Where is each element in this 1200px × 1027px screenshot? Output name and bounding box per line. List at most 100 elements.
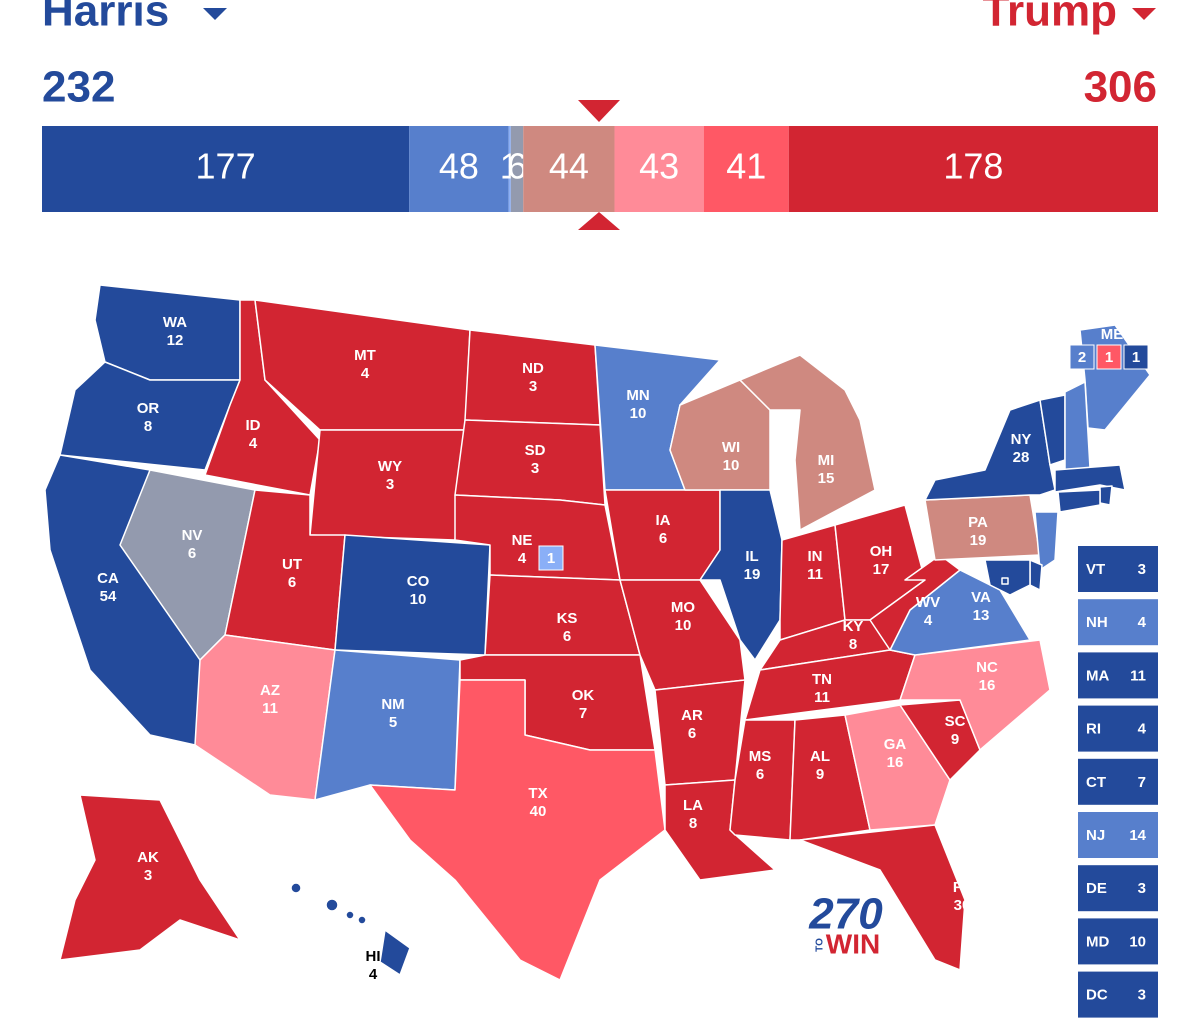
small-state-box[interactable] — [1078, 918, 1158, 965]
state-abbr: MT — [354, 347, 376, 364]
bar-segment[interactable] — [510, 126, 524, 212]
bar-segment[interactable] — [788, 126, 1158, 212]
state-shape[interactable] — [924, 399, 1056, 501]
logo: 270 TO WIN — [808, 890, 883, 960]
bar-segment[interactable] — [42, 126, 410, 212]
state-ev: 6 — [563, 628, 571, 645]
bar-segment[interactable] — [508, 126, 511, 212]
small-state-box[interactable] — [1078, 812, 1158, 858]
state-shape[interactable] — [314, 649, 461, 801]
bar-segment[interactable] — [409, 126, 509, 212]
state-shape[interactable] — [369, 679, 666, 981]
left-total: 232 — [42, 63, 115, 112]
state-shape[interactable] — [1057, 489, 1101, 513]
bar-segment[interactable] — [703, 126, 789, 212]
small-state-abbr: DE — [1086, 880, 1107, 897]
small-state-abbr: MD — [1086, 933, 1109, 950]
state-abbr: LA — [683, 797, 703, 814]
state-shape[interactable] — [654, 679, 746, 786]
state-shape[interactable] — [1064, 381, 1091, 471]
state-abbr: AR — [681, 707, 703, 724]
state-ev: 3 — [144, 867, 152, 884]
district-box[interactable] — [1069, 344, 1095, 370]
state-shape[interactable] — [194, 634, 336, 801]
small-state-box[interactable] — [1078, 705, 1158, 752]
state-abbr: UT — [282, 556, 302, 573]
state-abbr: PA — [968, 514, 988, 531]
small-state-ev: 11 — [1130, 667, 1146, 684]
small-state-abbr: NJ — [1086, 827, 1105, 844]
state-shape[interactable] — [699, 489, 783, 661]
small-state-abbr: NH — [1086, 614, 1108, 631]
district-box[interactable] — [538, 545, 564, 571]
island — [290, 882, 302, 894]
state-abbr: OR — [137, 400, 160, 417]
state-abbr: IN — [808, 548, 823, 565]
small-state-abbr: MA — [1086, 667, 1109, 684]
bar-segment[interactable] — [523, 126, 615, 212]
state-abbr: MI — [818, 452, 835, 469]
small-state-box[interactable] — [1078, 971, 1158, 1018]
state-ev: 11 — [262, 700, 278, 717]
state-ev: 6 — [688, 725, 696, 742]
small-state-box[interactable] — [1078, 652, 1158, 699]
state-abbr: NY — [1011, 431, 1032, 448]
right-total: 306 — [1084, 63, 1157, 112]
dropdown-arrow[interactable] — [203, 8, 227, 20]
state-shape[interactable] — [789, 714, 871, 841]
district-ev: 1 — [547, 550, 555, 567]
small-state-ev: 10 — [1129, 933, 1146, 950]
state-abbr: AL — [810, 748, 830, 765]
state-ev: 10 — [410, 591, 427, 608]
small-state-box[interactable] — [1078, 758, 1158, 805]
state-ev: 4 — [924, 612, 933, 629]
bar-segment[interactable] — [614, 126, 704, 212]
state-shape[interactable] — [799, 824, 966, 971]
state-ev: 40 — [530, 803, 547, 820]
island — [357, 915, 367, 925]
state-ev: 9 — [816, 766, 824, 783]
right-candidate[interactable]: Trump — [983, 0, 1117, 36]
state-shape[interactable] — [1054, 464, 1126, 493]
small-state-box[interactable] — [1078, 865, 1158, 912]
district-ev: 2 — [1078, 349, 1086, 366]
small-state-ev: 3 — [1138, 880, 1146, 897]
district-ev: 1 — [1132, 349, 1140, 366]
small-state-abbr: VT — [1086, 561, 1105, 578]
state-shape[interactable] — [739, 354, 876, 531]
state-ev: 9 — [951, 731, 959, 748]
dropdown-arrow[interactable] — [1132, 8, 1156, 20]
district-box[interactable] — [1096, 344, 1122, 370]
logo-small: TO — [815, 938, 826, 952]
state-ev: 8 — [144, 418, 152, 435]
district-box[interactable] — [1123, 344, 1149, 370]
state-ev: 54 — [100, 588, 117, 605]
state-shape[interactable] — [1029, 559, 1043, 591]
state-abbr: WA — [163, 314, 187, 331]
bar-label: 41 — [726, 146, 766, 187]
state-shape[interactable] — [59, 361, 241, 471]
state-shape[interactable] — [1099, 485, 1113, 506]
small-state-box[interactable] — [1078, 546, 1158, 592]
state-abbr: AK — [137, 849, 159, 866]
small-state-box[interactable] — [1078, 599, 1158, 646]
state-shape[interactable] — [59, 794, 241, 961]
state-shape[interactable] — [379, 929, 411, 976]
left-candidate[interactable]: Harris — [42, 0, 169, 36]
state-abbr: MS — [749, 748, 772, 765]
state-abbr: TN — [812, 671, 832, 688]
state-abbr: WY — [378, 458, 402, 475]
small-state-ev: 4 — [1138, 721, 1147, 738]
state-abbr: OH — [870, 543, 893, 560]
state-ev: 8 — [849, 636, 857, 653]
state-shape[interactable] — [1001, 577, 1009, 585]
bar-label: 178 — [943, 146, 1003, 187]
state-ev: 12 — [167, 332, 184, 349]
state-shape[interactable] — [844, 704, 951, 831]
small-state-ev: 4 — [1138, 614, 1147, 631]
district-ev: 1 — [1105, 349, 1113, 366]
state-ev: 19 — [970, 532, 987, 549]
state-shape[interactable] — [1034, 511, 1059, 571]
state-ev: 4 — [361, 365, 370, 382]
